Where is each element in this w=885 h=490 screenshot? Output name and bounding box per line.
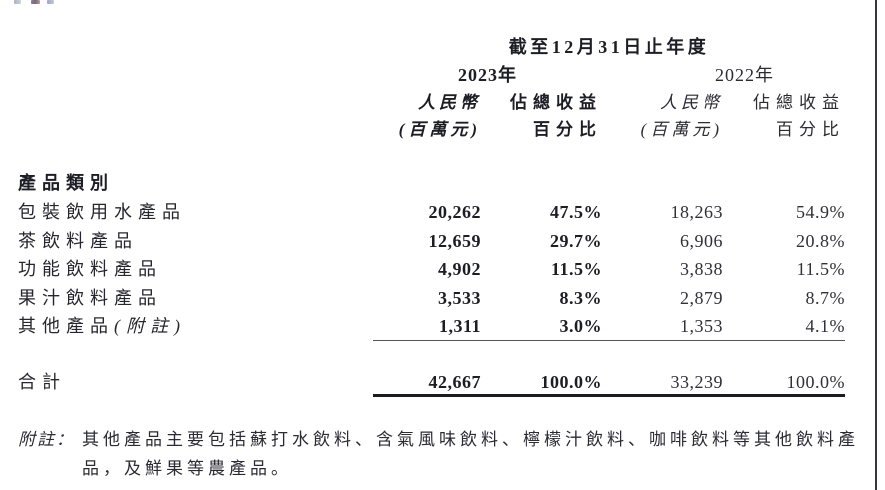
- cell-2023-rmb: 3,533: [438, 287, 481, 308]
- footnote-label: 附註：: [18, 430, 75, 449]
- cell-2023-rmb: 1,311: [373, 312, 481, 341]
- cell-2022-pct: 8.7%: [805, 287, 845, 308]
- cell-2022-rmb: 1,353: [602, 312, 723, 341]
- cell-2023-rmb: 20,262: [428, 202, 481, 222]
- table-gap: [18, 341, 845, 367]
- cell-2022-rmb: 18,263: [670, 202, 723, 222]
- cell-2023-pct: 47.5%: [550, 202, 602, 222]
- total-row: 合計 42,667 100.0% 33,239 100.0%: [18, 367, 845, 397]
- cell-2022-pct: 20.8%: [796, 230, 845, 251]
- col-header-2023-pct: 佔總收益 百分比: [510, 93, 602, 139]
- cell-2022-rmb: 2,879: [680, 287, 723, 308]
- row-label: 果汁飲料產品: [18, 287, 162, 308]
- cell-2023-pct: 11.5%: [550, 259, 602, 279]
- total-2023-rmb: 42,667: [373, 367, 481, 397]
- cell-2022-pct: 4.1%: [723, 312, 845, 341]
- footnote-text: 其他產品主要包括蘇打水飲料、含氣風味飲料、檸檬汁飲料、咖啡飲料等其他飲料產 品，…: [82, 430, 859, 478]
- row-label: 功能飲料產品: [18, 259, 162, 279]
- cell-2023-rmb: 4,902: [438, 259, 481, 279]
- cell-2022-pct: 11.5%: [796, 259, 845, 279]
- page-top-artifact: [47, 0, 54, 4]
- total-2023-pct: 100.0%: [481, 367, 602, 397]
- table-row: 果汁飲料產品 3,533 8.3% 2,879 8.7%: [18, 284, 845, 313]
- section-header-row: 產品類別: [18, 169, 845, 198]
- row-label: 茶飲料產品: [18, 230, 138, 251]
- year-header-2022: 2022年: [715, 65, 774, 85]
- table-row: 包裝飲用水產品 20,262 47.5% 18,263 54.9%: [18, 198, 845, 227]
- total-label: 合計: [18, 371, 66, 392]
- table-row: 功能飲料產品 4,902 11.5% 3,838 11.5%: [18, 255, 845, 284]
- period-title: 截至12月31日止年度: [508, 37, 710, 57]
- page-top-artifact: [14, 0, 21, 4]
- table-row: 其他產品(附註) 1,311 3.0% 1,353 4.1%: [18, 312, 845, 341]
- col-header-2022-pct: 佔總收益 百分比: [753, 93, 845, 139]
- row-note: (附註): [114, 316, 186, 336]
- total-2022-rmb: 33,239: [602, 367, 723, 397]
- cell-2023-pct: 3.0%: [481, 312, 602, 341]
- cell-2023-pct: 29.7%: [550, 230, 602, 251]
- year-header-2023: 2023年: [458, 65, 517, 85]
- col-header-2023-rmb: 人民幣 (百萬元): [398, 93, 481, 139]
- row-label: 包裝飲用水產品: [18, 202, 186, 222]
- col-header-2022-rmb: 人民幣 (百萬元): [640, 93, 723, 139]
- revenue-table: 產品類別 包裝飲用水產品 20,262 47.5% 18,263 54.9% 茶…: [18, 169, 845, 397]
- total-2022-pct: 100.0%: [723, 367, 845, 397]
- column-headers: 人民幣 (百萬元) 佔總收益 百分比 人民幣 (百萬元) 佔總收益 百分比: [373, 89, 845, 143]
- table-row: 茶飲料產品 12,659 29.7% 6,906 20.8%: [18, 227, 845, 256]
- cell-2023-rmb: 12,659: [428, 230, 481, 251]
- page-top-artifact: [31, 0, 40, 4]
- footnote: 附註： 其他產品主要包括蘇打水飲料、含氣風味飲料、檸檬汁飲料、咖啡飲料等其他飲料…: [18, 425, 863, 483]
- page-right-border: [875, 0, 877, 490]
- cell-2023-pct: 8.3%: [559, 287, 602, 308]
- section-label: 產品類別: [18, 173, 114, 193]
- cell-2022-rmb: 6,906: [680, 230, 723, 251]
- cell-2022-rmb: 3,838: [680, 259, 723, 279]
- cell-2022-pct: 54.9%: [796, 202, 845, 222]
- row-label: 其他產品(附註): [18, 316, 186, 336]
